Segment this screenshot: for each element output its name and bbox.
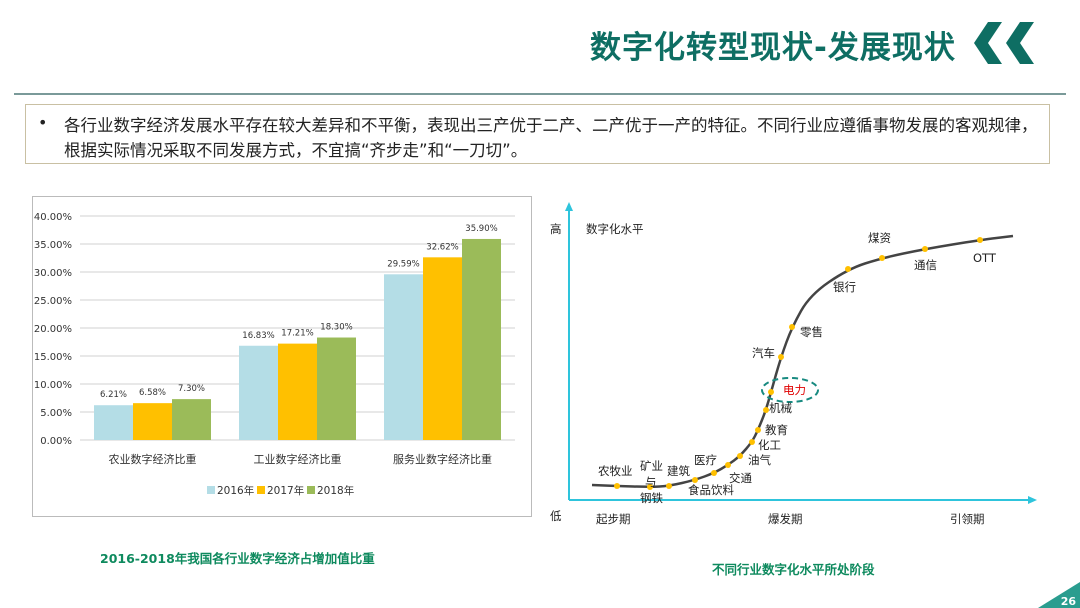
y-tick-label: 20.00% [34,324,72,335]
industry-dot [789,324,795,330]
y-tick-label: 15.00% [34,352,72,363]
y-tick-label: 25.00% [34,296,72,307]
industry-dot [614,483,620,489]
industry-dot [666,483,672,489]
data-label: 29.59% [387,259,419,269]
industry-label: 钢铁 [640,491,663,505]
industry-label: 农牧业 [598,464,633,478]
industry-label: 电力 [783,383,806,397]
y-tick-label: 30.00% [34,268,72,279]
industry-label: 油气 [748,453,771,467]
x-category-label: 农业数字经济比重 [109,452,197,466]
double-chevron-icon [974,22,1034,64]
bar [384,274,423,440]
y-high-label: 高 [550,222,562,236]
data-label: 32.62% [426,242,458,252]
stage-label: 爆发期 [768,512,803,526]
legend-swatch [257,486,265,494]
industry-dot [768,389,774,395]
y-tick-label: 35.00% [34,240,72,251]
bar [462,238,501,440]
industry-dot [725,462,731,468]
industry-dot [755,427,761,433]
industry-label: 汽车 [752,346,775,360]
industry-dot [922,246,928,252]
industry-dot [977,237,983,243]
industry-label: 化工 [758,438,781,452]
stage-label: 引领期 [950,512,985,526]
legend-swatch [207,486,215,494]
bar [423,257,462,440]
industry-label: 机械 [769,401,792,415]
legend-label: 2018年 [317,484,354,497]
page-title: 数字化转型现状-发展现状 [590,30,956,66]
bar [317,337,356,440]
x-axis-arrow [1028,496,1037,504]
industry-dot [879,255,885,261]
bullet: • [38,113,48,132]
y-tick-label: 40.00% [34,212,72,223]
header-divider [14,93,1066,95]
industry-label: 建筑 [667,464,690,478]
y-tick-label: 10.00% [34,380,72,391]
bar [278,343,317,440]
y-axis-title: 数字化水平 [586,222,644,236]
industry-label: 矿业 [640,459,663,473]
industry-label: 教育 [765,423,788,437]
page-number: 26 [1060,595,1076,608]
legend-label: 2017年 [267,484,304,497]
bar [133,403,172,440]
adoption-curve [591,234,1014,488]
y-tick-label: 5.00% [40,408,72,419]
industry-dot [763,407,769,413]
bar-chart: 0.00% 5.00% 10.00% 15.00% 20.00% 25.00% 30.00%… [34,212,515,497]
industry-dot [692,477,698,483]
data-label: 6.58% [139,388,166,398]
industry-label: 与 [645,475,657,489]
bar-chart-frame [32,196,532,517]
y-axis-arrow [565,202,573,211]
x-category-label: 服务业数字经济比重 [393,452,492,466]
industry-label: 银行 [833,280,856,294]
y-low-label: 低 [550,509,562,523]
industry-label: 通信 [914,258,937,272]
legend-label: 2016年 [217,484,254,497]
bar-chart-caption: 2016-2018年我国各行业数字经济占增加值比重 [100,551,375,566]
industry-label: 交通 [729,471,752,485]
data-label: 35.90% [465,224,497,234]
stage-label: 起步期 [596,512,631,526]
data-label: 17.21% [281,329,313,339]
data-label: 7.30% [178,384,205,394]
industry-dot [749,439,755,445]
legend-swatch [307,486,315,494]
industry-label: 零售 [800,325,823,339]
data-label: 16.83% [242,331,274,341]
page-corner-triangle [1038,582,1080,608]
industry-dot [737,453,743,459]
data-label: 6.21% [100,390,127,400]
y-tick-label: 0.00% [40,436,72,447]
industry-dot [647,484,653,490]
summary-box: • 各行业数字经济发展水平存在较大差异和不平衡，表现出三产优于二产、二产优于一产… [25,104,1050,164]
industry-label: 食品饮料 [688,483,734,497]
industry-label: 医疗 [694,453,717,467]
industry-label: OTT [973,251,997,265]
highlight-ellipse [761,377,819,403]
diagram-caption: 不同行业数字化水平所处阶段 [712,562,875,577]
bar [172,399,211,440]
industry-dot [711,470,717,476]
industry-dot [778,354,784,360]
bar [94,405,133,440]
bar [239,345,278,440]
summary-text: 各行业数字经济发展水平存在较大差异和不平衡，表现出三产优于二产、二产优于一产的特… [64,116,1038,160]
industry-dot [845,266,851,272]
x-category-label: 工业数字经济比重 [254,452,342,466]
industry-label: 煤资 [868,231,891,245]
data-label: 18.30% [320,323,352,333]
